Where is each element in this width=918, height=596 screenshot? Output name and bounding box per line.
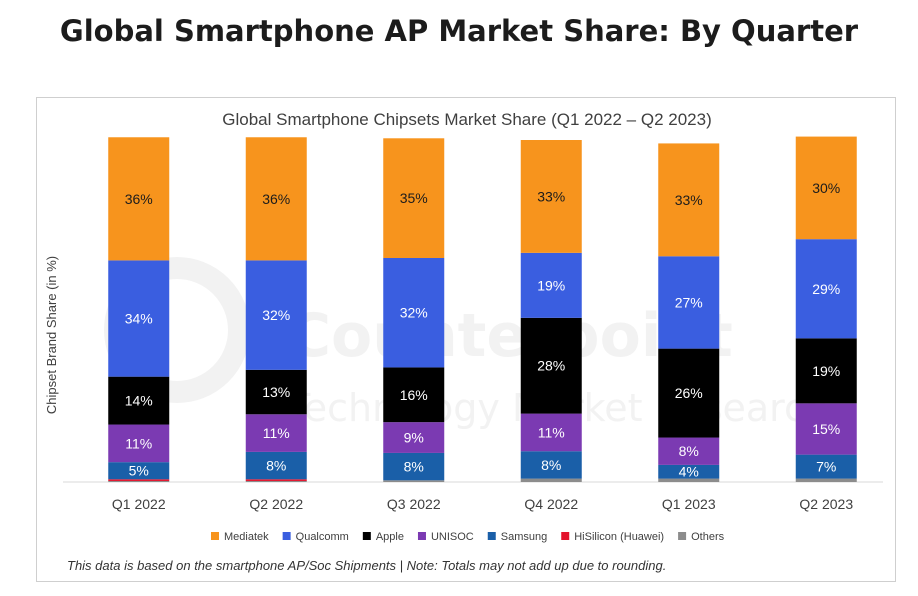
y-axis-label: Chipset Brand Share (in %) [44,256,59,414]
bars-layer: 5% 11% 14% 34% 36% 8% 11% 13% 32% 36% 8% 9% 16% 32% 35… [108,136,857,482]
legend-swatch-apple [362,532,371,540]
x-tick-label: Q1 2023 [662,496,716,512]
data-label: 19% [812,363,840,379]
bar-segment-hisilicon-huawei [245,479,307,481]
bar-segment-apple [245,369,307,415]
data-label: 13% [262,384,290,400]
bar-segment-samsung [658,464,720,479]
page-title: Global Smartphone AP Market Share: By Qu… [59,14,859,48]
bar-segment-unisoc [658,437,720,465]
legend-swatch-mediatek [211,532,219,540]
bar-segment-unisoc [108,424,170,463]
bar-segment-others [520,478,582,482]
stacked-bar-chart: Counterpoint Technology Market Research … [44,110,883,573]
bar-segment-mediatek [658,143,720,257]
bar-segment-unisoc [245,414,307,452]
data-label: 29% [812,281,840,297]
legend-swatch-others [678,532,687,540]
data-label: 36% [262,191,290,207]
legend-swatch-hisilicon-huawei [561,532,570,540]
x-tick-label: Q2 2022 [249,496,303,512]
data-label: 26% [675,385,703,401]
bar-segment-mediatek [383,138,445,258]
data-label: 32% [400,305,428,321]
data-label: 19% [537,277,565,293]
legend-label: Samsung [501,531,547,543]
x-tick-label: Q1 2022 [112,496,166,512]
data-label: 30% [812,180,840,196]
x-tick-labels: Q1 2022 Q2 2022 Q3 2022 Q4 2022 Q1 2023 Q2 20… [112,496,853,512]
data-label: 36% [125,191,153,207]
bar-segment-mediatek [108,137,170,261]
bar-segment-qualcomm [245,260,307,370]
bar-segment-others [383,480,445,482]
data-label: 14% [125,393,153,409]
watermark: Counterpoint Technology Market Research [104,257,829,430]
legend-label: UNISOC [431,531,474,543]
bar-segment-mediatek [795,136,857,240]
data-label: 8% [404,459,424,475]
legend-swatch-samsung [487,532,496,540]
bar-segment-others [658,478,720,482]
data-label: 16% [400,387,428,403]
legend-swatch-unisoc [417,532,426,540]
x-tick-label: Q2 2023 [799,496,853,512]
data-label: 8% [266,458,286,474]
data-label: 4% [679,464,699,480]
bar-segment-others [108,480,170,482]
bar-segment-qualcomm [108,260,170,377]
data-label: 9% [404,430,424,446]
bar-segment-unisoc [795,403,857,455]
bar-segment-samsung [108,462,170,480]
data-label: 32% [262,307,290,323]
legend-swatch-qualcomm [282,532,291,540]
bar-segment-samsung [795,454,857,479]
legend: Mediatek Qualcomm Apple UNISOC Samsung HiSili… [211,531,725,543]
data-label: 28% [537,358,565,374]
x-tick-label: Q3 2022 [387,496,441,512]
data-label: 8% [679,443,699,459]
data-label: 27% [675,294,703,310]
bar-segment-qualcomm [658,256,720,349]
bar-segment-mediatek [520,140,582,253]
bar-segment-unisoc [520,413,582,452]
bar-segment-apple [795,338,857,404]
bar-segment-apple [520,317,582,414]
data-label: 8% [541,457,561,473]
bar-segment-unisoc [383,422,445,453]
data-label: 11% [125,435,152,451]
data-label: 11% [538,424,565,440]
data-label: 34% [125,311,153,327]
data-label: 35% [400,190,428,206]
legend-label: HiSilicon (Huawei) [574,531,664,543]
bar-segment-others [245,480,307,482]
data-label: 33% [675,192,703,208]
bar-segment-qualcomm [383,257,445,368]
data-label: 5% [129,463,149,479]
footnote: This data is based on the smartphone AP/… [67,558,666,573]
bar-segment-apple [658,348,720,438]
chart-frame: Counterpoint Technology Market Research … [36,97,896,582]
legend-label: Mediatek [224,531,269,543]
data-label: 7% [816,459,836,475]
bar-segment-samsung [383,452,445,481]
bar-segment-qualcomm [520,252,582,318]
legend-label: Others [691,531,725,543]
legend-label: Apple [376,531,404,543]
bar-segment-samsung [520,451,582,479]
x-tick-label: Q4 2022 [524,496,578,512]
bar-segment-apple [383,367,445,423]
bar-segment-others [795,478,857,482]
bar-segment-mediatek [245,137,307,261]
bar-segment-apple [108,376,170,425]
data-label: 11% [263,425,290,441]
bar-segment-hisilicon-huawei [108,479,170,481]
legend-label: Qualcomm [296,531,349,543]
chart-title: Global Smartphone Chipsets Market Share … [222,110,712,129]
data-label: 33% [537,188,565,204]
bar-segment-samsung [245,451,307,480]
data-label: 15% [812,421,840,437]
bar-segment-qualcomm [795,239,857,339]
